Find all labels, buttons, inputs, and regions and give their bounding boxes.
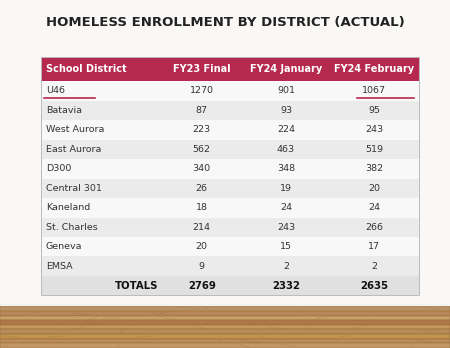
Text: FY23 Final: FY23 Final — [173, 64, 230, 74]
Bar — [0, 330, 450, 334]
Text: East Aurora: East Aurora — [46, 145, 101, 154]
Bar — [40, 81, 419, 101]
Bar — [40, 101, 419, 120]
Text: 17: 17 — [369, 242, 380, 251]
Text: 519: 519 — [365, 145, 383, 154]
Text: 243: 243 — [365, 125, 383, 134]
Text: FY24 February: FY24 February — [334, 64, 414, 74]
Text: 340: 340 — [193, 164, 211, 173]
Text: 20: 20 — [196, 242, 208, 251]
Text: 2769: 2769 — [188, 281, 216, 291]
Text: 266: 266 — [365, 223, 383, 232]
Bar — [0, 0, 450, 306]
Bar — [40, 120, 419, 140]
Text: 348: 348 — [277, 164, 295, 173]
Text: Batavia: Batavia — [46, 106, 82, 115]
Text: 1270: 1270 — [190, 86, 214, 95]
Text: FY24 January: FY24 January — [250, 64, 322, 74]
Bar — [0, 320, 450, 325]
Text: 223: 223 — [193, 125, 211, 134]
Text: 24: 24 — [369, 203, 380, 212]
Text: 243: 243 — [277, 223, 295, 232]
Bar — [40, 237, 419, 256]
Text: 26: 26 — [196, 184, 208, 193]
Bar — [40, 57, 419, 81]
Bar — [40, 140, 419, 159]
Text: 2635: 2635 — [360, 281, 388, 291]
Text: 15: 15 — [280, 242, 292, 251]
Text: Geneva: Geneva — [46, 242, 82, 251]
Bar — [0, 307, 450, 310]
Bar — [40, 198, 419, 218]
Text: School District: School District — [46, 64, 126, 74]
Bar — [40, 57, 419, 295]
Text: TOTALS: TOTALS — [115, 281, 158, 291]
Bar — [0, 343, 450, 348]
Text: 95: 95 — [369, 106, 380, 115]
Text: EMSA: EMSA — [46, 262, 72, 271]
Text: 562: 562 — [193, 145, 211, 154]
Bar — [40, 159, 419, 179]
Bar — [0, 334, 450, 339]
Text: U46: U46 — [46, 86, 65, 95]
Text: West Aurora: West Aurora — [46, 125, 104, 134]
Bar — [40, 276, 419, 295]
Text: 2332: 2332 — [272, 281, 300, 291]
Bar — [0, 339, 450, 343]
Text: 9: 9 — [199, 262, 205, 271]
Text: 18: 18 — [196, 203, 208, 212]
Text: 19: 19 — [280, 184, 292, 193]
Text: HOMELESS ENROLLMENT BY DISTRICT (ACTUAL): HOMELESS ENROLLMENT BY DISTRICT (ACTUAL) — [45, 16, 405, 29]
Bar — [0, 325, 450, 330]
Bar — [40, 218, 419, 237]
Text: 2: 2 — [283, 262, 289, 271]
Text: 382: 382 — [365, 164, 383, 173]
Text: Kaneland: Kaneland — [46, 203, 90, 212]
Bar — [40, 179, 419, 198]
Text: D300: D300 — [46, 164, 71, 173]
Text: St. Charles: St. Charles — [46, 223, 98, 232]
Text: 214: 214 — [193, 223, 211, 232]
Text: 463: 463 — [277, 145, 295, 154]
Text: 93: 93 — [280, 106, 292, 115]
Text: 2: 2 — [371, 262, 378, 271]
Text: 24: 24 — [280, 203, 292, 212]
Text: 1067: 1067 — [362, 86, 387, 95]
Text: 901: 901 — [277, 86, 295, 95]
Text: 87: 87 — [196, 106, 208, 115]
Bar — [0, 316, 450, 320]
Text: Central 301: Central 301 — [46, 184, 102, 193]
Text: 20: 20 — [369, 184, 380, 193]
Bar — [0, 306, 450, 311]
Bar — [0, 306, 450, 309]
Bar — [40, 256, 419, 276]
Bar — [0, 304, 450, 308]
Bar — [0, 311, 450, 316]
Text: 224: 224 — [277, 125, 295, 134]
